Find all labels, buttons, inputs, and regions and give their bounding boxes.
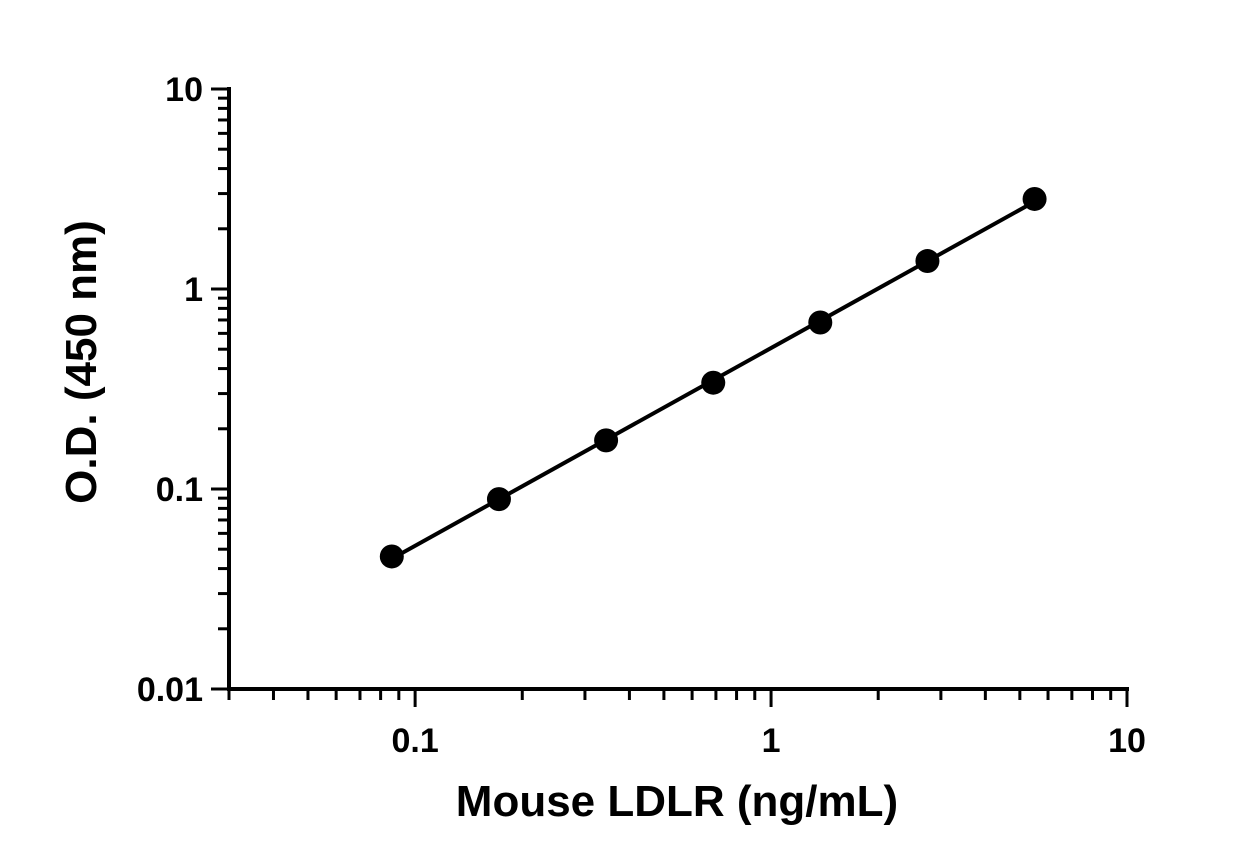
- x-tick-label: 0.1: [391, 722, 438, 760]
- data-point: [594, 428, 619, 453]
- x-tick-label: 1: [762, 722, 781, 760]
- y-tick-label: 1: [184, 271, 203, 309]
- y-tick-label: 0.01: [137, 671, 203, 709]
- data-point: [379, 544, 404, 569]
- data-point: [915, 249, 940, 274]
- data-point: [701, 370, 726, 395]
- data-point: [486, 487, 511, 512]
- axes: [227, 87, 1129, 691]
- y-tick-label: 0.1: [156, 471, 203, 509]
- x-axis-title: Mouse LDLR (ng/mL): [456, 777, 898, 826]
- y-tick-label: 10: [165, 71, 203, 109]
- data-point: [1022, 186, 1047, 211]
- tick-labels: 0.1 1 10 0.01 0.1 1 10: [137, 71, 1146, 760]
- ticks: [211, 87, 1129, 707]
- data-point: [808, 310, 833, 335]
- y-axis-title: O.D. (450 nm): [57, 220, 106, 504]
- x-tick-label: 10: [1108, 722, 1146, 760]
- plot-area: [379, 186, 1047, 569]
